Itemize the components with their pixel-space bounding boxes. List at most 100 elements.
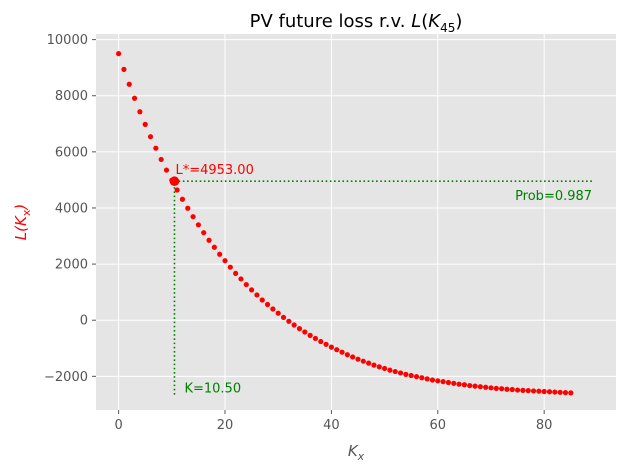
probability-label: Prob=0.987	[515, 189, 592, 204]
data-point	[467, 382, 473, 389]
data-point	[541, 388, 547, 395]
data-point	[328, 344, 334, 350]
data-point	[472, 383, 478, 389]
chart-title: PV future loss r.v. L(K45)	[250, 11, 463, 35]
data-point	[296, 326, 303, 332]
data-point	[323, 341, 329, 347]
data-point	[238, 276, 244, 282]
data-point	[381, 365, 388, 372]
data-point	[233, 270, 239, 276]
y-tick-label: −2000	[44, 370, 88, 385]
data-point	[339, 349, 345, 355]
data-point	[568, 390, 574, 396]
data-point	[254, 292, 260, 298]
data-point	[413, 374, 420, 380]
y-tick-label: 2000	[55, 258, 88, 273]
y-tick-label: 4000	[55, 201, 88, 216]
data-point	[126, 81, 132, 87]
data-point	[185, 205, 191, 211]
data-point	[504, 386, 510, 392]
data-point	[334, 347, 340, 353]
data-point	[387, 367, 393, 373]
data-point	[264, 301, 271, 308]
highlight-point	[169, 176, 180, 187]
data-point	[201, 230, 207, 236]
x-axis-label: Kx	[348, 442, 365, 463]
data-point	[222, 258, 228, 264]
data-point	[270, 306, 276, 312]
data-point	[397, 370, 404, 376]
data-point	[217, 251, 223, 257]
x-tick-label: 80	[536, 418, 553, 433]
data-point	[424, 376, 430, 382]
data-point	[403, 371, 409, 377]
data-point	[536, 388, 542, 394]
data-point	[493, 385, 499, 391]
axis-ticks: 0 20 40 60 80 −2000 0 2000 4000 6000 8000 10000	[44, 33, 552, 433]
y-tick-label: 0	[80, 314, 88, 329]
data-point	[445, 379, 452, 386]
data-point	[392, 368, 398, 375]
data-point	[211, 244, 217, 250]
data-point	[376, 364, 382, 370]
data-point	[461, 382, 467, 388]
data-point	[530, 388, 537, 394]
y-tick-label: 6000	[55, 145, 88, 160]
data-point	[312, 335, 319, 342]
data-point	[163, 167, 170, 173]
data-point	[419, 375, 425, 381]
data-point	[174, 187, 180, 193]
y-axis-label: L(Kx)	[12, 204, 33, 240]
data-point	[137, 109, 143, 115]
data-point	[509, 386, 515, 393]
data-point	[456, 381, 462, 387]
data-point	[147, 134, 154, 140]
data-point	[243, 281, 249, 288]
x-tick-label: 20	[217, 418, 234, 433]
data-point	[355, 356, 361, 362]
k-value-label: K=10.50	[184, 382, 241, 397]
data-point	[552, 389, 558, 395]
data-point	[153, 145, 159, 151]
guide-lines	[173, 180, 593, 395]
data-point	[429, 377, 436, 383]
optimal-loss-label: L*=4953.00	[175, 163, 253, 178]
data-point	[371, 362, 377, 368]
data-point	[435, 378, 441, 384]
data-points	[116, 51, 574, 396]
data-point	[158, 156, 164, 163]
plot-area	[96, 34, 616, 410]
x-tick-label: 0	[114, 418, 122, 433]
data-point	[280, 314, 287, 321]
data-point	[451, 380, 457, 386]
data-point	[366, 360, 372, 366]
data-point	[350, 354, 356, 360]
data-point	[275, 310, 281, 316]
data-point	[190, 214, 196, 220]
data-point	[477, 384, 483, 390]
data-point	[259, 297, 265, 303]
data-point	[360, 358, 366, 364]
data-point	[483, 384, 489, 390]
data-point	[318, 338, 324, 345]
y-tick-label: 8000	[55, 89, 88, 104]
grid	[96, 34, 616, 410]
y-tick-label: 10000	[47, 33, 88, 48]
data-point	[440, 379, 446, 385]
data-point	[179, 196, 186, 202]
data-point	[195, 222, 202, 228]
x-tick-label: 40	[323, 418, 340, 433]
data-point	[116, 51, 122, 57]
data-point	[408, 372, 414, 379]
x-tick-label: 60	[430, 418, 447, 433]
data-point	[291, 322, 297, 328]
data-point	[520, 387, 526, 393]
data-point	[249, 287, 255, 293]
data-point	[307, 332, 313, 338]
data-point	[142, 121, 148, 127]
data-point	[344, 352, 350, 358]
data-point	[488, 385, 494, 391]
data-point	[514, 387, 521, 393]
data-point	[227, 264, 233, 270]
